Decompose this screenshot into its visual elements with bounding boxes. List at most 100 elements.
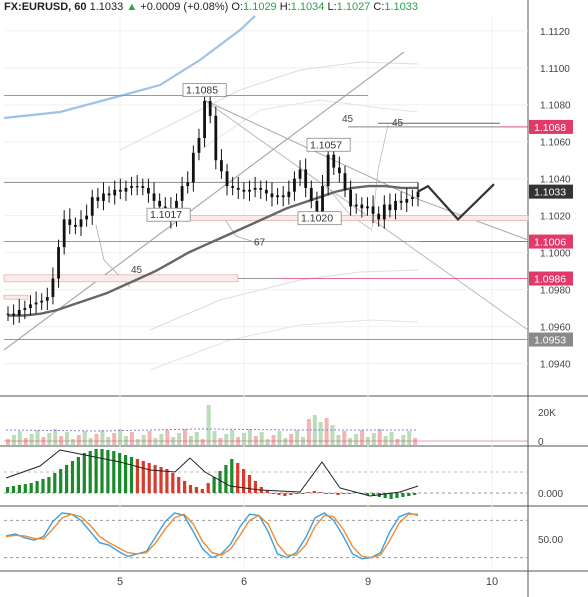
- macd-histogram-bar: [407, 493, 411, 496]
- volume-bar: [360, 430, 364, 445]
- volume-bar: [53, 429, 58, 445]
- macd-histogram-bar: [218, 471, 222, 493]
- volume-bar: [295, 430, 300, 445]
- volume-bar: [401, 435, 406, 445]
- macd-histogram-bar: [271, 493, 275, 494]
- price-badge: [529, 332, 573, 347]
- moving-average-line: [8, 184, 418, 317]
- volume-bar: [413, 438, 418, 445]
- macd-histogram-bar: [212, 477, 216, 493]
- volume-bar: [206, 405, 211, 445]
- candle-body: [12, 313, 16, 316]
- bollinger-upper-band: [3, 15, 256, 120]
- candle-body: [45, 297, 49, 301]
- candle-body: [29, 304, 32, 309]
- candle-body: [163, 206, 167, 209]
- volume-bar: [224, 434, 229, 445]
- macd-histogram-bar: [76, 457, 80, 493]
- zone-box: [3, 294, 29, 300]
- change-value: +0.0009 (+0.08%): [140, 1, 229, 13]
- volume-bar: [188, 436, 193, 445]
- candle-body: [102, 193, 105, 201]
- volume-bar: [76, 435, 81, 445]
- macd-histogram-bar: [253, 481, 257, 493]
- y-tick-label: 1.0980: [540, 286, 571, 297]
- macd-histogram-bar: [165, 469, 169, 493]
- macd-histogram-bar: [265, 491, 269, 493]
- trend-line-down: [203, 99, 529, 331]
- macd-histogram-bar: [53, 473, 57, 493]
- candle-body: [57, 247, 60, 279]
- macd-histogram-bar: [153, 465, 157, 493]
- x-tick-label: 5: [117, 576, 123, 588]
- volume-bar: [200, 439, 205, 445]
- volume-bar: [29, 434, 34, 445]
- macd-histogram-bar: [94, 449, 98, 493]
- volume-bar: [259, 432, 264, 445]
- candle-body: [68, 219, 72, 225]
- candle-body: [399, 200, 403, 203]
- macd-histogram-bar: [177, 477, 181, 493]
- open-label: O:: [231, 1, 244, 13]
- macd-histogram-bar: [59, 469, 63, 493]
- volume-bar: [124, 436, 128, 445]
- candle-body: [79, 219, 83, 227]
- volume-bar: [153, 438, 158, 445]
- volume-bar: [277, 431, 282, 445]
- candle-body: [371, 206, 375, 214]
- x-tick-label: 6: [241, 576, 247, 588]
- close-value: 1.1033: [384, 1, 419, 13]
- high-value: 1.1034: [290, 1, 325, 13]
- ohlc-header: FX:EURUSD, 60 1.1033 ▲ +0.0009 (+0.08%) …: [4, 1, 418, 15]
- candle-body: [107, 193, 111, 196]
- candle-body: [214, 115, 218, 161]
- macd-histogram-bar: [295, 493, 299, 494]
- candle-body: [96, 197, 100, 201]
- candle-body: [276, 195, 279, 198]
- candle-body: [270, 193, 274, 198]
- fib-arc: [321, 179, 373, 231]
- volume-bar: [318, 422, 323, 445]
- annotation-fib: 45: [342, 114, 354, 125]
- price-badge-label: 1.1068: [534, 122, 566, 134]
- envelope-band: [149, 269, 419, 331]
- stoch-d-line: [5, 513, 418, 559]
- envelope-band: [119, 61, 419, 151]
- candle-body: [34, 302, 38, 305]
- stoch-tick-label: 50.00: [538, 535, 563, 546]
- candle-body: [360, 204, 364, 209]
- x-tick-label: 9: [365, 576, 371, 588]
- volume-bar: [265, 439, 270, 445]
- volume-bar: [194, 432, 199, 445]
- candle-body: [147, 187, 150, 194]
- last-price: 1.1033: [89, 1, 124, 13]
- annotation-low: 1.1020: [301, 213, 333, 225]
- candle-body: [388, 204, 392, 211]
- candle-body: [382, 204, 386, 220]
- macd-histogram-bar: [324, 493, 328, 494]
- macd-histogram-bar: [413, 493, 417, 495]
- y-tick-label: 1.0940: [540, 360, 571, 371]
- volume-bar: [70, 439, 75, 445]
- y-tick-label: 1.1040: [540, 175, 571, 186]
- candle-body: [225, 171, 229, 187]
- price-badge: [529, 234, 573, 249]
- volume-bar: [129, 432, 134, 445]
- candle-body: [377, 213, 381, 220]
- volume-bar: [100, 430, 105, 445]
- macd-histogram-bar: [194, 487, 198, 493]
- volume-bar: [135, 439, 140, 445]
- candle-body: [186, 182, 190, 187]
- macd-histogram-bar: [283, 493, 287, 496]
- annotation-low: 1.1017: [150, 209, 182, 221]
- macd-histogram-bar: [365, 493, 370, 495]
- candle-body: [62, 219, 66, 248]
- candle-body: [73, 224, 77, 227]
- macd-histogram-bar: [70, 461, 75, 493]
- volume-bar: [23, 438, 28, 445]
- candle-body: [321, 186, 324, 216]
- price-badge: [529, 119, 573, 134]
